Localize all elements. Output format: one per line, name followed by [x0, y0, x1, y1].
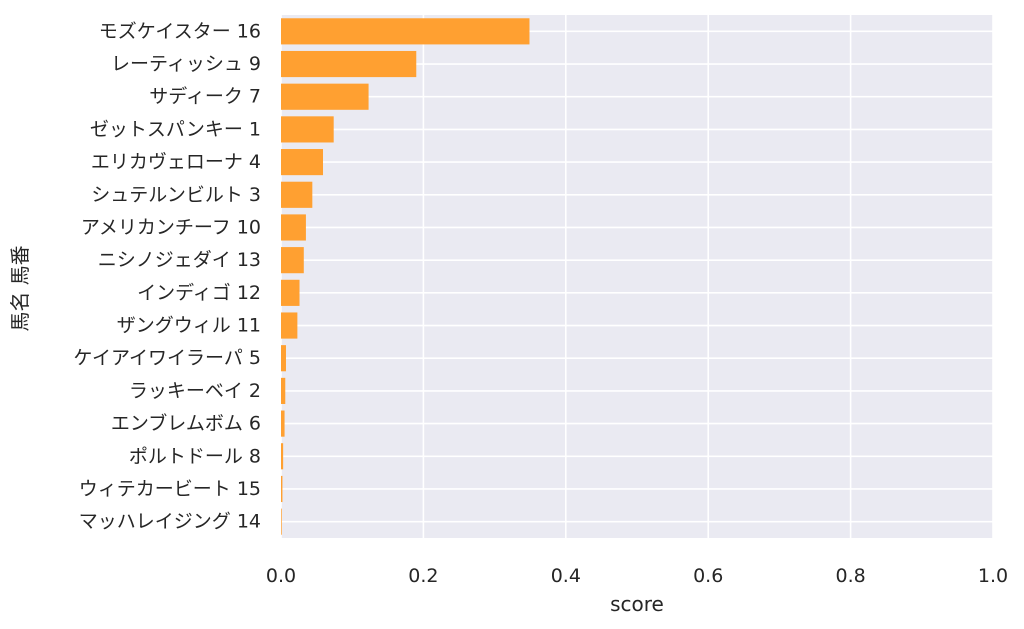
bar: [281, 345, 286, 372]
y-tick-label: シュテルンビルト 3: [91, 184, 261, 206]
bar: [281, 214, 306, 241]
y-tick-label: レーティッシュ 9: [111, 53, 261, 75]
y-tick-label: ケイアイワイラーパ 5: [73, 347, 261, 369]
bar: [281, 149, 324, 176]
x-tick-label: 0.6: [693, 565, 723, 587]
grid-lines: [280, 15, 994, 538]
bars: [281, 18, 530, 535]
bar: [281, 18, 530, 45]
y-tick-label: ポルトドール 8: [129, 445, 261, 467]
y-tick-label: マッハレイジング 14: [79, 511, 261, 533]
y-tick-label: アメリカンチーフ 10: [81, 216, 261, 238]
bar: [281, 247, 304, 274]
bar: [281, 279, 300, 306]
y-tick-label: サディーク 7: [149, 86, 261, 108]
x-tick-label: 0.0: [266, 565, 296, 587]
y-tick-label: エリカヴェローナ 4: [91, 151, 261, 173]
y-tick-label: ゼットスパンキー 1: [90, 118, 261, 140]
y-axis-label: 馬名 馬番: [8, 245, 32, 331]
bar: [281, 377, 286, 404]
bar: [281, 443, 284, 470]
x-tick-label: 0.2: [408, 565, 438, 587]
bar: [281, 83, 369, 110]
bar: [281, 475, 283, 503]
y-tick-labels: モズケイスター 16 レーティッシュ 9 サディーク 7 ゼットスパンキー 1 エリカヴ…: [73, 20, 261, 532]
y-tick-label: ザングウィル 11: [117, 315, 261, 337]
x-tick-label: 1.0: [978, 565, 1008, 587]
y-tick-label: ニシノジェダイ 13: [98, 249, 261, 271]
y-tick-label: ウィテカービート 15: [79, 478, 261, 500]
bar: [281, 508, 282, 535]
y-tick-label: インディゴ 12: [137, 282, 261, 304]
y-tick-label: エンブレムボム 6: [111, 412, 261, 435]
plot-background: [281, 15, 993, 538]
bar: [281, 50, 417, 78]
x-axis-label: score: [610, 592, 664, 616]
bar: [281, 116, 334, 143]
x-tick-label: 0.8: [835, 565, 865, 587]
x-tick-label: 0.4: [551, 565, 581, 587]
bar: [281, 312, 298, 339]
y-tick-label: モズケイスター 16: [99, 20, 261, 42]
bar: [281, 410, 285, 437]
bar: [281, 181, 313, 208]
y-tick-label: ラッキーベイ 2: [129, 380, 261, 402]
x-tick-labels: 0.0 0.2 0.4 0.6 0.8 1.0: [266, 565, 1008, 587]
